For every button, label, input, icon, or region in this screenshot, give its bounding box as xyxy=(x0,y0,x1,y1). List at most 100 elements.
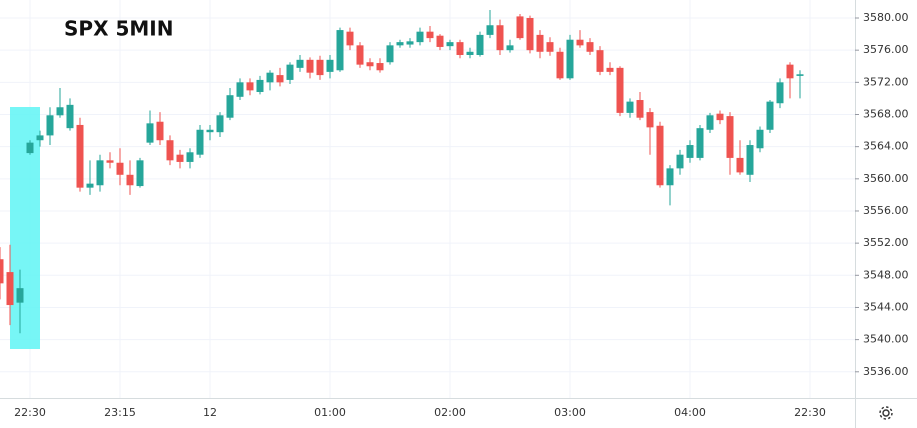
candle-body xyxy=(616,67,624,113)
candle-body xyxy=(576,39,584,46)
candle-body xyxy=(196,129,204,155)
candle-body xyxy=(156,121,164,141)
settings-icon[interactable] xyxy=(879,406,893,420)
candle-body xyxy=(56,107,64,116)
candle-body xyxy=(286,64,294,80)
x-tick-label: 22:30 xyxy=(14,406,46,419)
grid xyxy=(0,0,855,398)
x-tick-label: 12 xyxy=(203,406,217,419)
candle-body xyxy=(136,160,144,187)
candle-body xyxy=(246,82,254,91)
x-tick-label: 01:00 xyxy=(314,406,346,419)
y-tick-label: 3552.00 xyxy=(863,236,909,249)
candle-body xyxy=(746,145,754,175)
y-tick-label: 3536.00 xyxy=(863,365,909,378)
candle-body xyxy=(566,39,574,79)
candle-body xyxy=(306,59,314,73)
candle-body xyxy=(456,42,464,55)
candle-body xyxy=(506,45,514,51)
candle-body xyxy=(776,82,784,104)
candle-body xyxy=(766,101,774,130)
candle-body xyxy=(206,129,214,133)
candle-body xyxy=(416,31,424,43)
candle-body xyxy=(356,45,364,65)
candle-body xyxy=(86,183,94,188)
candle-body xyxy=(126,174,134,186)
highlight-box xyxy=(10,107,40,349)
candle-body xyxy=(716,113,724,121)
candle-body xyxy=(526,18,534,51)
candle-body xyxy=(756,129,764,149)
candle-body xyxy=(516,16,524,39)
y-tick-label: 3568.00 xyxy=(863,107,909,120)
candle-body xyxy=(0,259,4,284)
candle-body xyxy=(686,145,694,158)
candle-body xyxy=(706,115,714,130)
y-tick-label: 3544.00 xyxy=(863,300,909,313)
candle-body xyxy=(696,128,704,158)
candle-body xyxy=(636,100,644,118)
candle-body xyxy=(66,104,74,129)
candle-body xyxy=(236,82,244,97)
candle-body xyxy=(536,34,544,52)
candle-body xyxy=(656,125,664,186)
candle-body xyxy=(6,272,14,306)
candle-body xyxy=(556,51,564,79)
y-tick-label: 3576.00 xyxy=(863,43,909,56)
candle-body xyxy=(16,288,24,303)
x-tick-label: 03:00 xyxy=(554,406,586,419)
candle-body xyxy=(496,25,504,51)
x-tick-label: 22:30 xyxy=(794,406,826,419)
candle-body xyxy=(216,115,224,133)
candle-body xyxy=(256,79,264,92)
y-tick-label: 3572.00 xyxy=(863,75,909,88)
candle-body xyxy=(666,168,674,186)
y-tick-label: 3580.00 xyxy=(863,11,909,24)
y-tick-label: 3540.00 xyxy=(863,333,909,346)
candle-body xyxy=(406,41,414,45)
candle-body xyxy=(316,59,324,76)
candle-body xyxy=(346,31,354,46)
candle-body xyxy=(376,63,384,71)
y-tick-label: 3564.00 xyxy=(863,140,909,153)
candle-body xyxy=(226,95,234,118)
candle-body xyxy=(436,35,444,47)
candles xyxy=(0,9,804,334)
candle-body xyxy=(96,160,104,186)
candle-body xyxy=(476,34,484,55)
candle-body xyxy=(466,51,474,55)
candle-body xyxy=(546,42,554,52)
candle-body xyxy=(386,45,394,63)
candle-body xyxy=(176,154,184,162)
x-tick-label: 02:00 xyxy=(434,406,466,419)
candle-body xyxy=(646,112,654,128)
candle-body xyxy=(736,157,744,173)
candle-body xyxy=(326,59,334,72)
candle-body xyxy=(186,152,194,162)
candle-body xyxy=(796,74,804,76)
candle-body xyxy=(676,154,684,169)
candle-body xyxy=(396,42,404,46)
candle-body xyxy=(626,101,634,113)
candle-body xyxy=(116,162,124,175)
axes: 3536.00 3540.00 3544.00 3548.00 3552.00 3556.… xyxy=(14,11,908,419)
candle-body xyxy=(106,160,114,163)
candle-body xyxy=(446,42,454,47)
candle-body xyxy=(596,50,604,72)
candle-body xyxy=(266,72,274,83)
candle-body xyxy=(786,64,794,79)
candle-body xyxy=(146,123,154,143)
y-tick-label: 3556.00 xyxy=(863,204,909,217)
candle-body xyxy=(36,135,44,141)
candle-body xyxy=(296,59,304,68)
x-tick-label: 04:00 xyxy=(674,406,706,419)
candle-body xyxy=(586,42,594,52)
candle-body xyxy=(336,30,344,71)
candle-body xyxy=(366,62,374,67)
candle-body xyxy=(486,25,494,35)
candle-body xyxy=(426,31,434,39)
y-tick-label: 3560.00 xyxy=(863,172,909,185)
candle-body xyxy=(166,140,174,161)
y-tick-label: 3548.00 xyxy=(863,268,909,281)
